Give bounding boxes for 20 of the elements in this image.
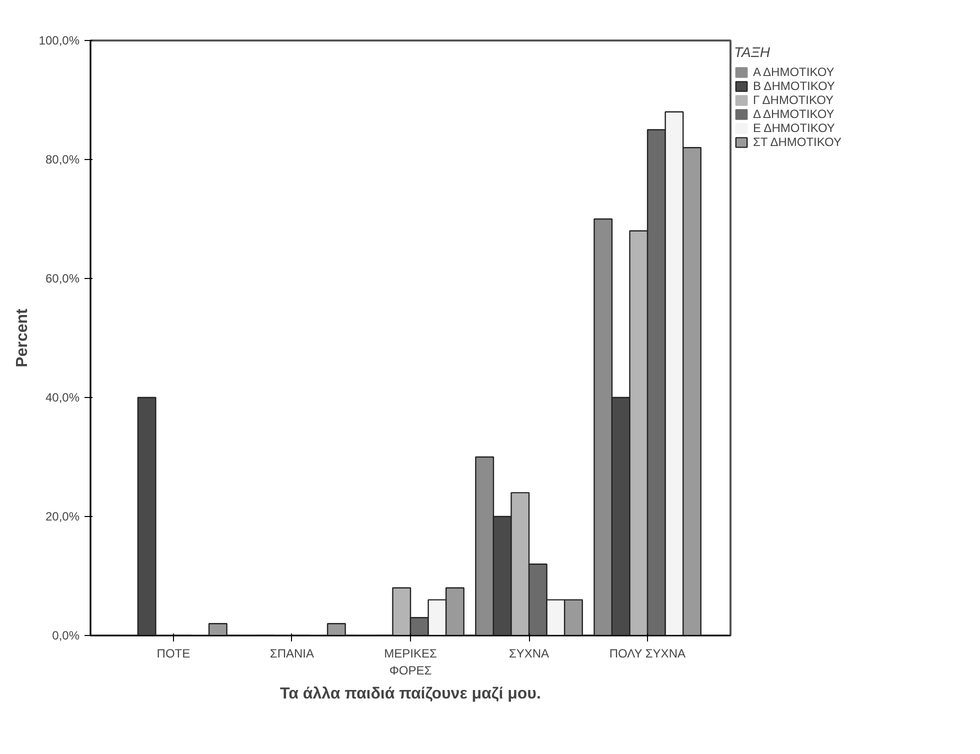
y-tick-label: 40,0% [45,390,80,404]
x-tick-label: ΜΕΡΙΚΕΣ ΦΟΡΕΣ [384,646,437,678]
legend-label: Β ΔΗΜΟΤΙΚΟΥ [753,79,836,93]
x-tick-label: ΠΟΛΥ ΣΥΧΝΑ [609,646,686,660]
y-tick-label: 20,0% [45,510,80,524]
legend-title: ΤΑΞΗ [734,44,772,60]
legend-label: Ε ΔΗΜΟΤΙΚΟΥ [753,121,836,135]
y-tick-label: 60,0% [45,272,80,286]
x-tick-label: ΣΠΑΝΙΑ [270,646,314,660]
y-tick-label: 100,0% [38,34,80,48]
legend-label: Γ ΔΗΜΟΤΙΚΟΥ [753,93,835,107]
x-tick-label: ΠΟΤΕ [156,646,190,660]
legend-label: Α ΔΗΜΟΤΙΚΟΥ [753,65,836,79]
legend-label: Δ ΔΗΜΟΤΙΚΟΥ [753,107,836,121]
y-tick-label: 0,0% [52,628,80,642]
x-tick-label: ΣΥΧΝΑ [508,646,550,660]
legend-label: ΣΤ ΔΗΜΟΤΙΚΟΥ [753,135,842,149]
y-axis-title: Percent [14,308,31,368]
y-tick-label: 80,0% [45,152,80,166]
x-axis-title: Τα άλλα παιδιά παίζουνε μαζί μου. [280,685,541,702]
